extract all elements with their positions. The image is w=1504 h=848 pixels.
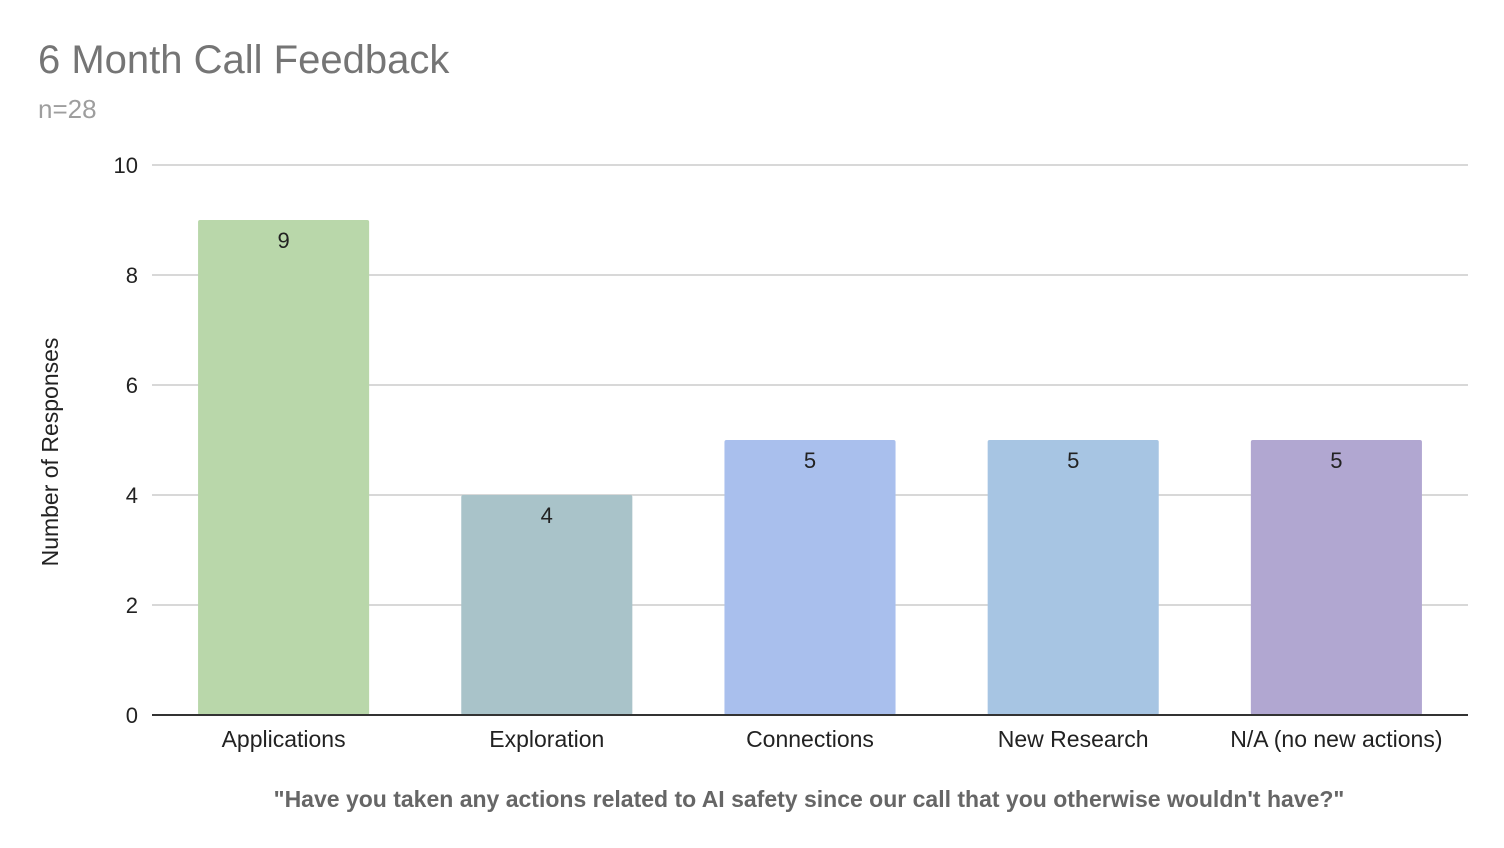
bar-value-label: 9: [277, 228, 289, 253]
y-tick-label: 8: [126, 263, 138, 288]
bar-value-label: 5: [1067, 448, 1079, 473]
bar-value-label: 5: [804, 448, 816, 473]
y-tick-label: 6: [126, 373, 138, 398]
y-tick-label: 4: [126, 483, 138, 508]
y-axis-title: Number of Responses: [37, 338, 63, 567]
x-category-label: Exploration: [489, 726, 604, 752]
x-category-label: Connections: [746, 726, 874, 752]
y-tick-label: 2: [126, 593, 138, 618]
bar: [198, 220, 370, 715]
y-axis-ticks: 0 2 4 6 8 10: [114, 153, 138, 728]
gridlines: [152, 164, 1468, 606]
x-axis-title: "Have you taken any actions related to A…: [274, 786, 1345, 812]
bar: [1250, 440, 1422, 715]
x-category-label: Applications: [222, 726, 346, 752]
bar: [987, 440, 1159, 715]
bar-value-label: 5: [1330, 448, 1342, 473]
bar-value-label: 4: [541, 503, 553, 528]
bar: [724, 440, 896, 715]
data-labels: 9 4 5 5 5: [277, 228, 1342, 528]
x-category-label: N/A (no new actions): [1230, 726, 1442, 752]
x-category-label: New Research: [998, 726, 1149, 752]
x-axis-category-labels: Applications Exploration Connections New Re…: [222, 726, 1443, 752]
y-tick-label: 10: [114, 153, 138, 178]
bar: [461, 495, 633, 715]
bars: [198, 220, 1422, 715]
y-tick-label: 0: [126, 703, 138, 728]
chart-title: 6 Month Call Feedback: [38, 38, 450, 82]
chart-subtitle: n=28: [38, 94, 97, 124]
